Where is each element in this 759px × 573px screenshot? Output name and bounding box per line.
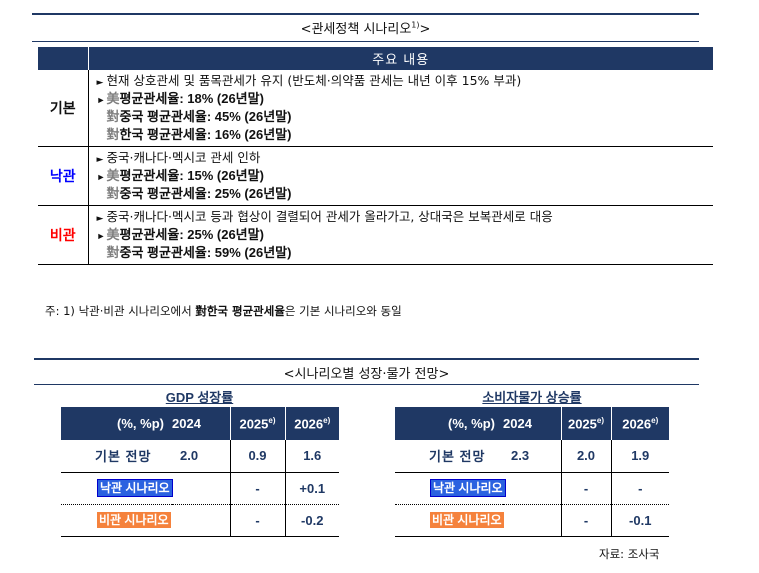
- content-line: ►美평균관세율: 18% (26년말): [97, 90, 714, 108]
- value-2024: 2.0: [172, 440, 230, 473]
- scenario-content: ► 중국·캐나다·멕시코 등과 협상이 결렬되어 관세가 올라가고, 상대국은 보…: [88, 205, 714, 265]
- outlook-top-rule: [34, 358, 699, 360]
- value-2024: 2.3: [503, 440, 561, 473]
- year-header-2024: 2024: [503, 407, 561, 440]
- value-2025: -: [560, 472, 611, 505]
- value-2026: 1.6: [284, 440, 339, 473]
- row-label-cell: 낙관 시나리오: [395, 472, 561, 505]
- unit-header: (%, %p): [395, 407, 503, 440]
- triangle-bullet-icon: ►: [96, 214, 104, 224]
- content-line: ►美평균관세율: 15% (26년말): [97, 167, 714, 185]
- scenario-row-base: 기본 ► 현재 상호관세 및 품목관세가 유지 (반도체·의약품 관세는 내년 이…: [38, 70, 713, 147]
- tariff-section-title: <관세정책 시나리오1)>: [300, 20, 431, 37]
- scenario-content: ► 중국·캐나다·멕시코 관세 인하 ►美평균관세율: 15% (26년말) 對중…: [88, 146, 714, 206]
- scenario-content: ► 현재 상호관세 및 품목관세가 유지 (반도체·의약품 관세는 내년 이후 1…: [88, 70, 713, 147]
- content-line: ► 중국·캐나다·멕시코 등과 협상이 결렬되어 관세가 올라가고, 상대국은 보…: [97, 208, 714, 226]
- cpi-inflation-table: (%, %p) 2024 2025e) 2026e) 기본 전망 2.3 2.0…: [395, 407, 669, 537]
- year-header-2025: 2025e): [560, 407, 611, 440]
- row-label-cell: 비관 시나리오: [395, 504, 561, 537]
- year-header-2026: 2026e): [610, 407, 669, 440]
- scenario-row-optimistic: 낙관 ► 중국·캐나다·멕시코 관세 인하 ►美평균관세율: 15% (26년말)…: [38, 146, 714, 206]
- value-2025: -: [560, 504, 611, 537]
- header-blank-cell: [38, 47, 89, 70]
- pessimistic-badge: 비관 시나리오: [97, 512, 171, 528]
- year-header-2025: 2025e): [229, 407, 285, 440]
- content-line: 對중국 평균관세율: 59% (26년말): [106, 245, 292, 260]
- unit-header: (%, %p): [61, 407, 172, 440]
- table-row-pessimistic: 비관 시나리오 - -0.2: [61, 504, 339, 537]
- table-row-optimistic: 낙관 시나리오 - -: [395, 472, 669, 505]
- triangle-bullet-icon: ►: [96, 95, 106, 105]
- scenario-label: 기본: [38, 70, 89, 147]
- outlook-section-title: <시나리오별 성장·물가 전망>: [283, 367, 450, 382]
- value-2026: -0.1: [610, 504, 669, 537]
- content-line: ► 중국·캐나다·멕시코 관세 인하: [97, 149, 714, 167]
- year-header-2026: 2026e): [284, 407, 339, 440]
- table-row-pessimistic: 비관 시나리오 - -0.1: [395, 504, 669, 537]
- value-2025: -: [229, 504, 285, 537]
- outlook-title-underline: [34, 384, 699, 385]
- row-label: 기본 전망: [395, 440, 503, 473]
- scenario-label: 비관: [38, 205, 89, 265]
- content-line: ► 현재 상호관세 및 품목관세가 유지 (반도체·의약품 관세는 내년 이후 1…: [97, 72, 714, 90]
- content-line: ►美평균관세율: 25% (26년말): [97, 226, 714, 244]
- value-2026: -0.2: [284, 504, 339, 537]
- top-rule: [32, 13, 699, 15]
- pessimistic-badge: 비관 시나리오: [430, 512, 504, 528]
- value-2025: 2.0: [560, 440, 611, 473]
- triangle-bullet-icon: ►: [96, 78, 104, 88]
- row-label-cell: 비관 시나리오: [61, 504, 230, 537]
- content-line: 對중국 평균관세율: 45% (26년말): [106, 109, 292, 124]
- gdp-subtitle: GDP 성장률: [165, 390, 234, 405]
- row-label: 기본 전망: [61, 440, 172, 473]
- value-2026: +0.1: [284, 472, 339, 505]
- source-note: 자료: 조사국: [599, 547, 660, 561]
- cpi-subtitle: 소비자물가 상승률: [482, 390, 582, 405]
- header-main-content: 주요 내용: [88, 47, 713, 70]
- triangle-bullet-icon: ►: [96, 155, 104, 165]
- optimistic-badge: 낙관 시나리오: [430, 479, 506, 497]
- scenario-label: 낙관: [38, 146, 89, 206]
- gdp-growth-table: (%, %p) 2024 2025e) 2026e) 기본 전망 2.0 0.9…: [61, 407, 339, 537]
- content-line: 對한국 평균관세율: 16% (26년말): [106, 127, 292, 142]
- footnote: 주: 1) 낙관·비관 시나리오에서 對한국 평균관세율은 기본 시나리오와 동…: [45, 304, 402, 318]
- value-2025: 0.9: [229, 440, 285, 473]
- content-line: 對중국 평균관세율: 25% (26년말): [106, 186, 292, 201]
- table-row-base: 기본 전망 2.3 2.0 1.9: [395, 440, 669, 473]
- year-header-2024: 2024: [172, 407, 230, 440]
- scenario-row-pessimistic: 비관 ► 중국·캐나다·멕시코 등과 협상이 결렬되어 관세가 올라가고, 상대국…: [38, 205, 714, 265]
- triangle-bullet-icon: ►: [96, 231, 106, 241]
- value-2025: -: [229, 472, 285, 505]
- triangle-bullet-icon: ►: [96, 172, 106, 182]
- optimistic-badge: 낙관 시나리오: [97, 479, 173, 497]
- tariff-scenario-table: 주요 내용 기본 ► 현재 상호관세 및 품목관세가 유지 (반도체·의약품 관세…: [38, 47, 713, 265]
- value-2026: -: [610, 472, 669, 505]
- row-label-cell: 낙관 시나리오: [61, 472, 230, 505]
- table-row-optimistic: 낙관 시나리오 - +0.1: [61, 472, 339, 505]
- title-underline: [32, 41, 699, 42]
- value-2026: 1.9: [610, 440, 669, 473]
- table-row-base: 기본 전망 2.0 0.9 1.6: [61, 440, 339, 473]
